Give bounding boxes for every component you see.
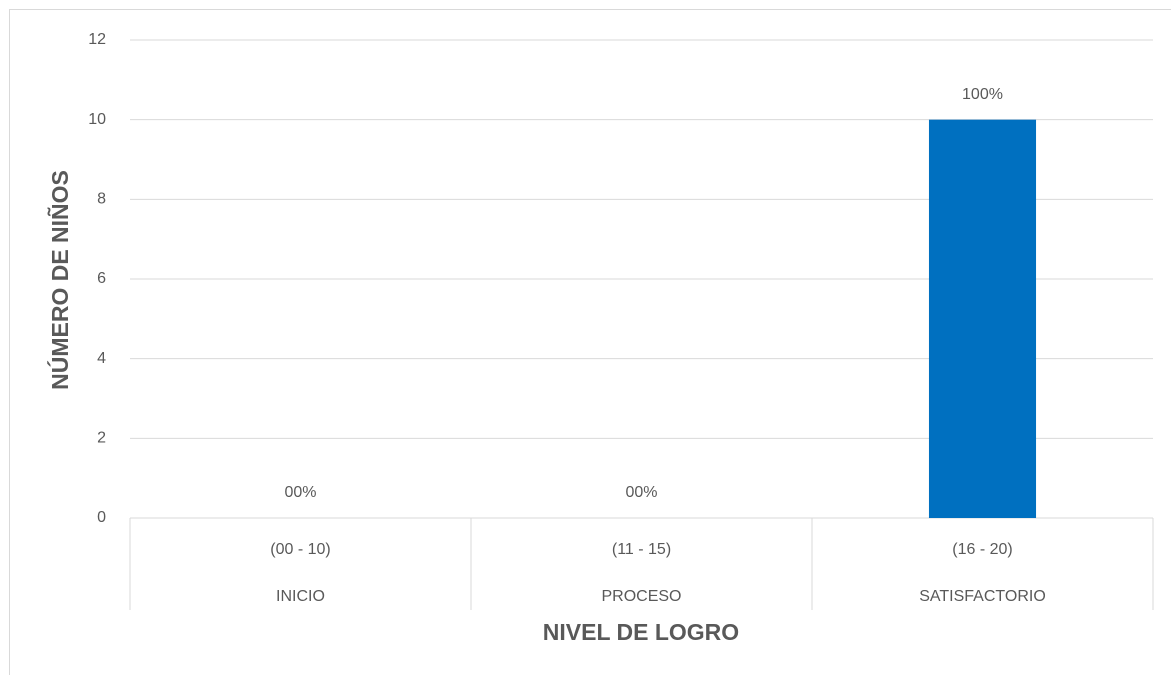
x-tick-label: (16 - 20) <box>952 541 1012 558</box>
y-tick-label: 8 <box>97 191 106 208</box>
x-tick-label: (11 - 15) <box>612 541 671 558</box>
data-label: 100% <box>962 86 1003 103</box>
x-axis-title: NIVEL DE LOGRO <box>543 619 739 645</box>
x-group-label: PROCESO <box>601 588 681 605</box>
x-tick-label: (00 - 10) <box>270 541 330 558</box>
chart-border <box>9 9 1171 675</box>
data-label: 00% <box>284 484 316 501</box>
y-tick-label: 12 <box>88 31 106 48</box>
data-label: 00% <box>625 484 657 501</box>
x-group-label: INICIO <box>276 588 325 605</box>
y-tick-label: 4 <box>97 350 106 367</box>
y-tick-label: 6 <box>97 270 106 287</box>
y-tick-label: 2 <box>97 430 106 447</box>
bar <box>928 119 1037 519</box>
y-axis-title: NÚMERO DE NIÑOS <box>46 170 73 390</box>
y-tick-label: 10 <box>88 111 106 128</box>
x-group-label: SATISFACTORIO <box>919 588 1046 605</box>
y-tick-label: 0 <box>97 509 106 526</box>
